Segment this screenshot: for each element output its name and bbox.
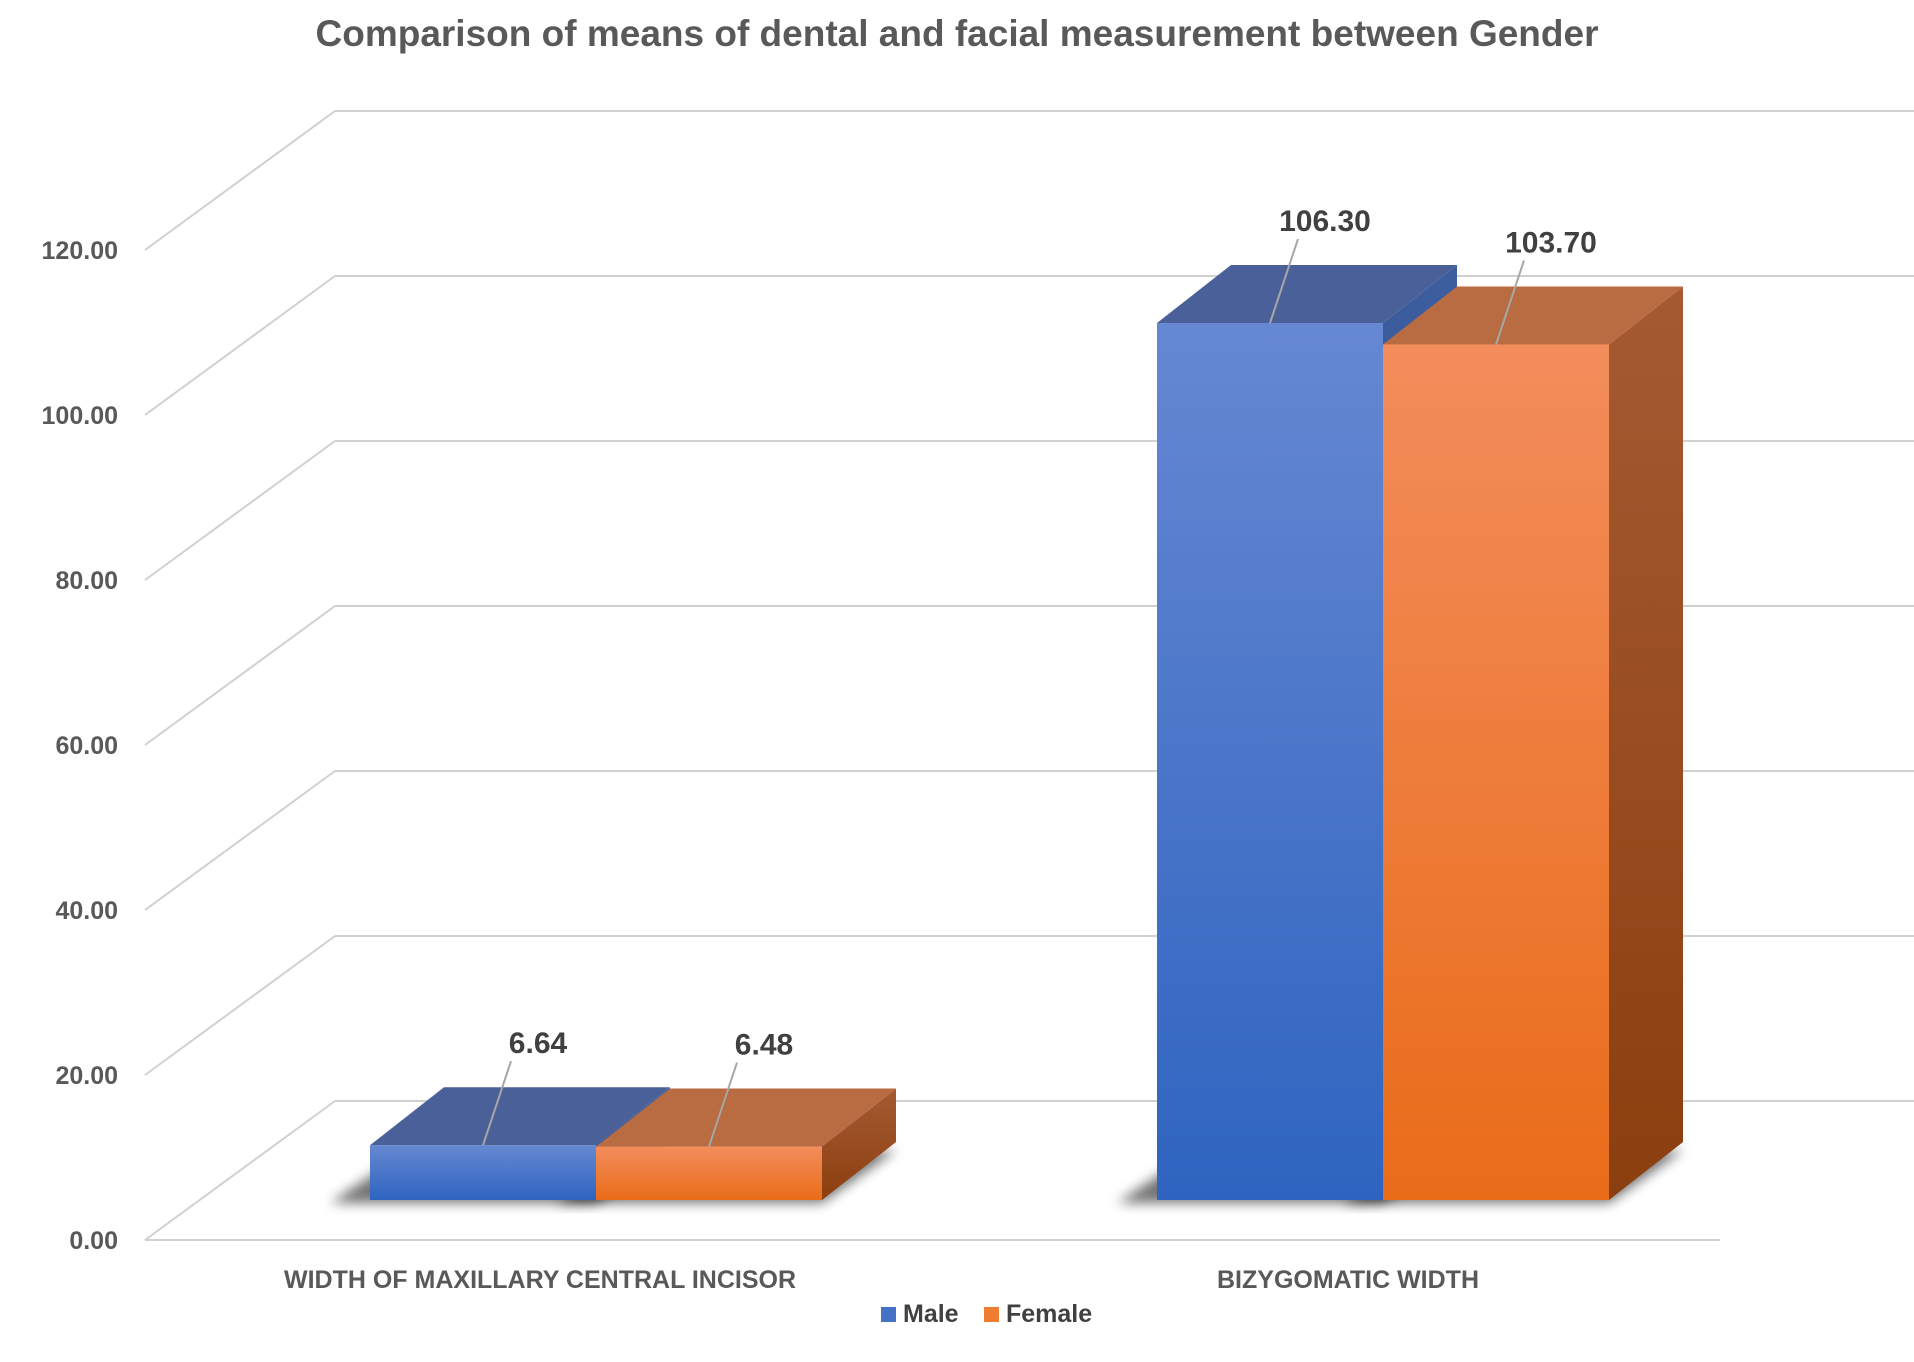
bars	[370, 265, 1683, 1201]
legend-swatch-female	[984, 1307, 999, 1322]
bar-1-1	[1383, 344, 1609, 1201]
gridline-diagonal-0	[144, 1100, 336, 1241]
gridline-diagonal-4	[144, 440, 336, 581]
data-label-0-1: 6.48	[735, 1029, 793, 1062]
bar-top-1-0	[1157, 265, 1457, 324]
category-label-0: WIDTH OF MAXILLARY CENTRAL INCISOR	[284, 1266, 796, 1294]
y-axis-ticks: 0.00 20.00 40.00 60.00 80.00 100.00 120.00	[42, 237, 118, 1255]
y-tick-label-1: 20.00	[55, 1062, 118, 1090]
data-label-1-1: 103.70	[1505, 226, 1597, 259]
y-tick-label-0: 0.00	[69, 1227, 118, 1255]
bar-1-0	[1157, 323, 1383, 1200]
legend: Male Female	[881, 1300, 1092, 1328]
data-label-1-0: 106.30	[1279, 205, 1371, 238]
bar-0-1	[596, 1146, 822, 1200]
legend-label-male: Male	[903, 1300, 959, 1328]
chart-title: Comparison of means of dental and facial…	[316, 13, 1599, 54]
bar-top-0-0	[370, 1087, 670, 1146]
gridline-diagonal-5	[144, 275, 336, 416]
gridline-diagonal-6	[144, 110, 336, 251]
gridline-diagonal-1	[144, 935, 336, 1076]
y-tick-label-6: 120.00	[42, 237, 118, 265]
bar-side-1-1	[1609, 286, 1683, 1201]
legend-label-female: Female	[1006, 1300, 1092, 1328]
y-tick-label-2: 40.00	[55, 897, 118, 925]
bar-0-0	[370, 1145, 596, 1200]
legend-swatch-male	[881, 1307, 896, 1322]
data-label-0-0: 6.64	[509, 1027, 568, 1060]
y-tick-label-4: 80.00	[55, 567, 118, 595]
gridline-diagonal-3	[144, 605, 336, 746]
data-label-leader-1-1	[1495, 260, 1525, 345]
data-label-leader-0-1	[708, 1062, 738, 1147]
y-tick-label-5: 100.00	[42, 402, 118, 430]
data-labels: 6.64 6.48 106.30 103.70	[482, 205, 1597, 1147]
gridline-diagonal-2	[144, 770, 336, 911]
y-tick-label-3: 60.00	[55, 732, 118, 760]
data-label-leader-1-0	[1269, 238, 1299, 324]
category-label-1: BIZYGOMATIC WIDTH	[1217, 1266, 1479, 1294]
bar-top-1-1	[1383, 286, 1683, 345]
data-label-leader-0-0	[482, 1060, 512, 1146]
bar-top-0-1	[596, 1088, 896, 1147]
bar-side-0-1	[822, 1088, 896, 1200]
